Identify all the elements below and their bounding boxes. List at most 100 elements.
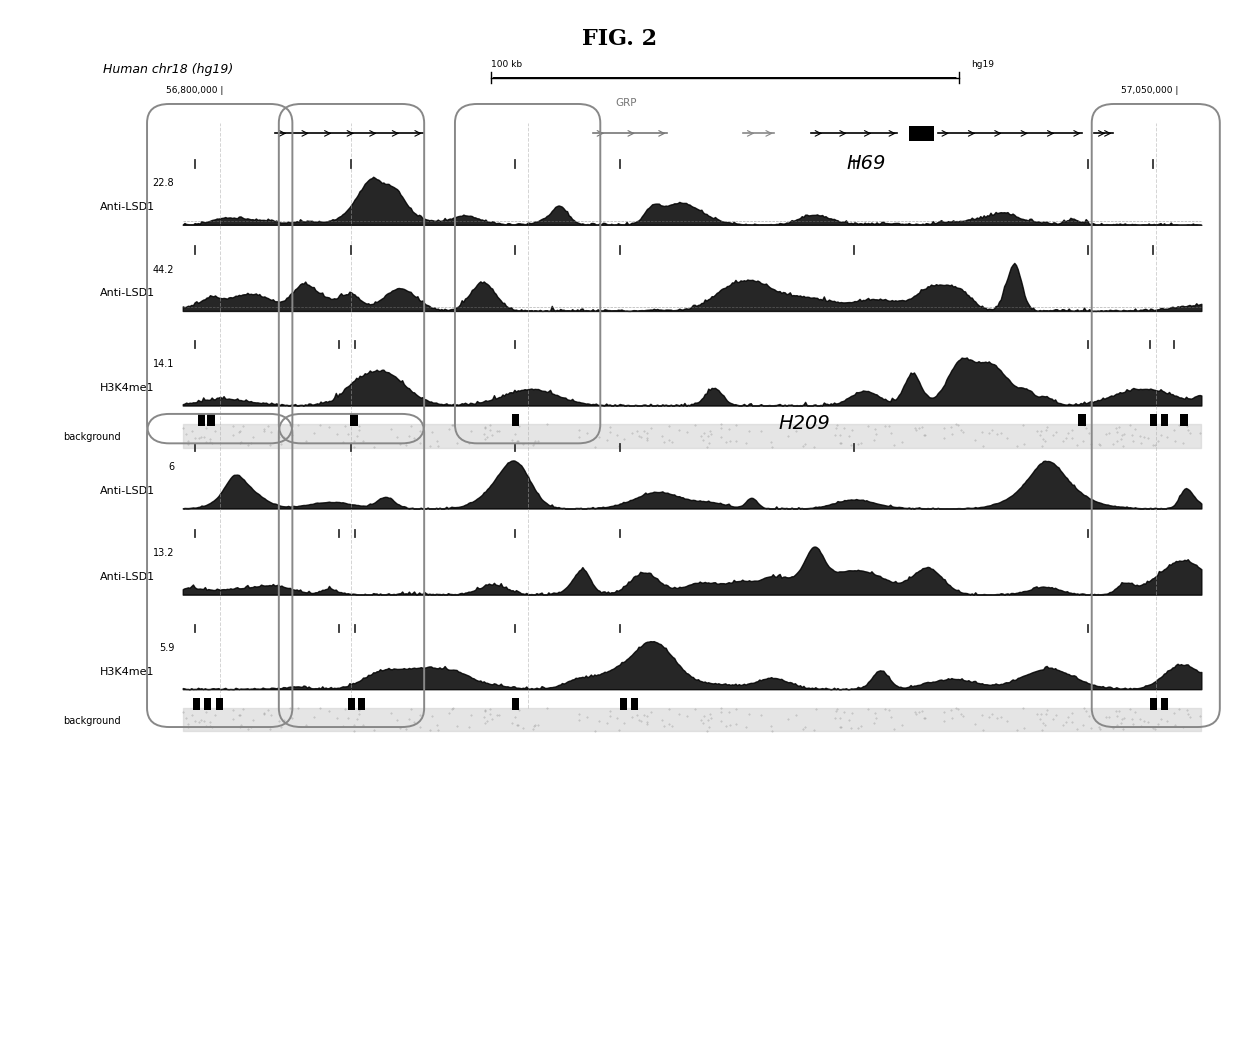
Point [884, 720, 904, 737]
Point [428, 433, 448, 450]
Point [879, 417, 899, 434]
Point [858, 701, 878, 718]
Point [954, 424, 973, 441]
Text: 5.9: 5.9 [159, 643, 174, 652]
Point [830, 710, 849, 726]
Point [179, 716, 198, 733]
Text: 14.1: 14.1 [153, 359, 174, 370]
FancyBboxPatch shape [1161, 414, 1168, 426]
Point [1112, 427, 1132, 444]
Point [796, 435, 816, 452]
Point [634, 423, 653, 439]
Point [879, 701, 899, 718]
Point [701, 710, 720, 726]
Point [1033, 430, 1053, 447]
Point [353, 717, 373, 734]
Point [909, 703, 929, 720]
Point [972, 424, 992, 441]
Point [258, 701, 278, 718]
Point [1173, 718, 1193, 735]
Point [365, 438, 384, 455]
Point [614, 714, 634, 731]
Point [684, 701, 704, 718]
Point [513, 436, 533, 453]
Point [830, 427, 849, 444]
Text: Anti-LSD1: Anti-LSD1 [100, 202, 155, 212]
Point [254, 423, 274, 439]
Point [606, 426, 626, 443]
Point [627, 423, 647, 439]
Point [569, 705, 589, 722]
Point [839, 428, 859, 445]
Point [1079, 708, 1099, 725]
Point [223, 417, 243, 434]
Point [191, 428, 211, 445]
Point [1014, 436, 1034, 453]
Point [281, 710, 301, 726]
Point [475, 702, 495, 719]
Point [477, 713, 497, 730]
Point [205, 423, 224, 439]
Point [335, 701, 355, 718]
Point [459, 434, 479, 451]
Point [1122, 716, 1142, 733]
Point [439, 420, 459, 437]
Point [627, 706, 647, 723]
Point [1032, 423, 1052, 439]
Point [304, 708, 324, 725]
Point [951, 421, 971, 438]
Point [475, 430, 495, 447]
Point [1122, 711, 1142, 728]
Text: 13.2: 13.2 [153, 549, 174, 558]
Point [396, 437, 415, 454]
Point [1037, 421, 1056, 438]
Point [402, 701, 422, 718]
Point [606, 710, 626, 726]
Point [506, 708, 526, 725]
Point [1106, 419, 1126, 436]
Point [420, 437, 440, 454]
Point [578, 708, 598, 725]
Point [779, 711, 799, 728]
Point [835, 419, 854, 436]
Point [914, 427, 934, 444]
Point [510, 418, 529, 435]
Point [717, 433, 737, 450]
Point [997, 429, 1017, 446]
Point [243, 712, 263, 729]
Point [420, 721, 440, 738]
Point [761, 722, 781, 739]
Point [1115, 710, 1135, 726]
Point [1143, 436, 1163, 453]
Point [1076, 419, 1096, 436]
Point [475, 419, 495, 436]
Point [1076, 703, 1096, 720]
Point [439, 704, 459, 721]
Point [941, 702, 961, 719]
FancyBboxPatch shape [1161, 698, 1168, 710]
Point [600, 707, 620, 724]
Point [935, 703, 955, 720]
Point [947, 417, 967, 434]
Point [1132, 718, 1152, 735]
Point [914, 710, 934, 726]
Point [428, 721, 448, 738]
Point [1131, 427, 1151, 444]
Point [1053, 433, 1073, 450]
Point [1122, 432, 1142, 449]
Point [965, 432, 985, 449]
Point [526, 716, 546, 733]
Point [629, 712, 649, 729]
Point [935, 419, 955, 436]
Text: Anti-LSD1: Anti-LSD1 [100, 288, 155, 299]
Point [1102, 720, 1122, 737]
Point [1063, 421, 1083, 438]
Point [1148, 716, 1168, 733]
Point [448, 718, 467, 735]
Point [409, 718, 429, 735]
Point [179, 719, 198, 736]
Point [655, 433, 675, 450]
Point [699, 718, 719, 735]
Point [269, 429, 289, 446]
Point [913, 702, 932, 719]
